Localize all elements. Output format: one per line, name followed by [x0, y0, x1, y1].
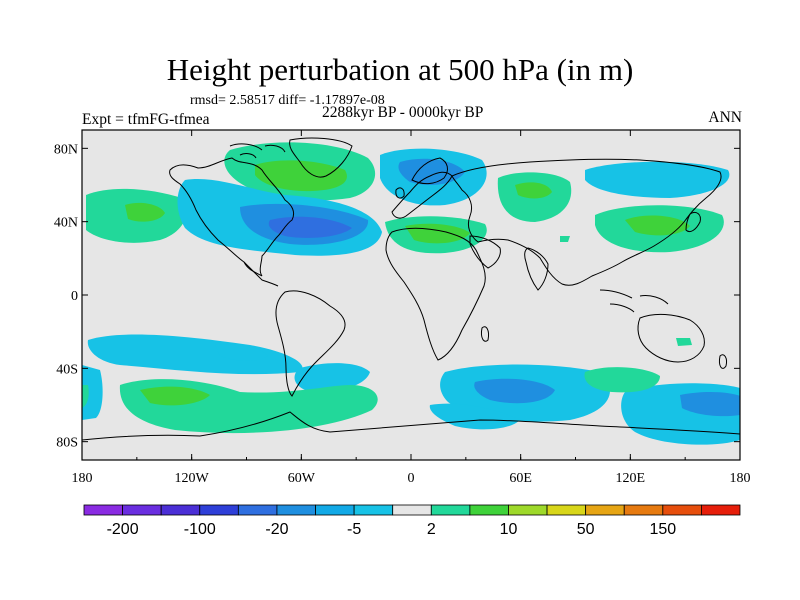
axis-ticks	[81, 130, 741, 460]
contour-region	[398, 158, 465, 185]
arabia-coast	[469, 235, 501, 269]
y-axis-labels: 80N 40N 0 40S 80S	[54, 142, 78, 450]
new-zealand-coast	[719, 354, 727, 369]
x-tick-label: 180	[72, 471, 93, 486]
scandinavia-coast	[411, 157, 448, 185]
colorbar-swatch	[392, 504, 432, 516]
contour-region	[584, 367, 660, 393]
central-america-coast	[243, 261, 279, 287]
season-label: ANN	[708, 109, 742, 126]
antarctica-coast	[82, 411, 740, 441]
contour-region	[680, 392, 740, 417]
contour-region	[585, 161, 730, 198]
colorbar-swatch	[315, 504, 355, 516]
x-axis-labels: 180 120W 60W 0 60E 120E 180	[72, 471, 751, 486]
colorbar-swatch	[276, 504, 316, 516]
uk-coast	[395, 187, 405, 199]
australia-coast	[637, 313, 705, 363]
colorbar-label: -200	[107, 521, 139, 538]
y-tick-label: 40N	[54, 216, 78, 231]
y-tick-label: 80N	[54, 142, 78, 157]
indonesia-coast	[599, 289, 669, 313]
colorbar-swatch	[83, 504, 123, 516]
contour-region	[87, 334, 303, 375]
contour-region	[294, 363, 370, 392]
contour-region	[515, 182, 552, 199]
y-tick-label: 40S	[56, 362, 78, 377]
colorbar-label: -5	[347, 521, 361, 538]
x-tick-label: 0	[408, 471, 415, 486]
japan-coast	[685, 211, 701, 233]
colorbar	[83, 504, 741, 516]
colorbar-labels: -200 -100 -20 -5 2 10 50 150	[107, 521, 677, 538]
colorbar-label: 2	[427, 521, 436, 538]
contour-region	[676, 338, 692, 346]
colorbar-swatch	[237, 504, 278, 516]
colorbar-label: 50	[577, 521, 595, 538]
india-coast	[524, 247, 549, 291]
colorbar-label: 150	[649, 521, 676, 538]
colorbar-swatch	[701, 504, 741, 516]
x-tick-label: 180	[730, 471, 751, 486]
colorbar-swatch	[353, 504, 394, 516]
contour-region	[125, 202, 165, 222]
colorbar-label: -100	[184, 521, 216, 538]
x-tick-label: 120E	[616, 471, 646, 486]
contour-region	[255, 160, 347, 192]
page-title: Height perturbation at 500 hPa (in m)	[166, 52, 634, 87]
colorbar-label: -20	[265, 521, 288, 538]
madagascar-coast	[481, 326, 489, 342]
contour-region	[560, 236, 570, 242]
colorbar-swatch	[508, 504, 548, 516]
colorbar-swatch	[585, 504, 625, 516]
contour-region	[625, 215, 690, 236]
coastlines	[82, 137, 740, 441]
colorbar-swatch	[199, 504, 239, 516]
africa-coast	[385, 227, 486, 361]
greenland-coast	[289, 137, 353, 178]
x-tick-label: 60W	[288, 471, 316, 486]
contour-region	[82, 365, 103, 420]
south-america-coast	[275, 290, 346, 397]
y-tick-label: 0	[71, 289, 78, 304]
north-america-coast	[169, 157, 295, 277]
asia-coast	[451, 158, 722, 286]
colorbar-swatch	[122, 504, 162, 516]
colorbar-label: 10	[500, 521, 518, 538]
colorbar-swatch	[623, 504, 664, 516]
colorbar-swatch	[160, 504, 201, 516]
colorbar-swatch	[546, 504, 587, 516]
y-tick-label: 80S	[56, 436, 78, 451]
map-panel	[82, 130, 740, 460]
x-tick-label: 60E	[509, 471, 532, 486]
contour-region	[215, 344, 268, 361]
experiment-label: Expt = tfmFG-tfmea	[82, 111, 210, 128]
contour-region	[474, 378, 555, 404]
contour-region	[82, 385, 89, 408]
x-tick-label: 120W	[175, 471, 210, 486]
contour-region	[429, 403, 520, 430]
stats-text: rmsd= 2.58517 diff= -1.17897e-08	[190, 93, 385, 108]
contour-region	[140, 386, 210, 406]
period-label: 2288kyr BP - 0000kyr BP	[322, 104, 484, 121]
colorbar-swatch	[430, 504, 471, 516]
arctic-islands-coast	[229, 143, 286, 159]
colorbar-swatch	[662, 504, 702, 516]
colorbar-swatch	[469, 504, 509, 516]
